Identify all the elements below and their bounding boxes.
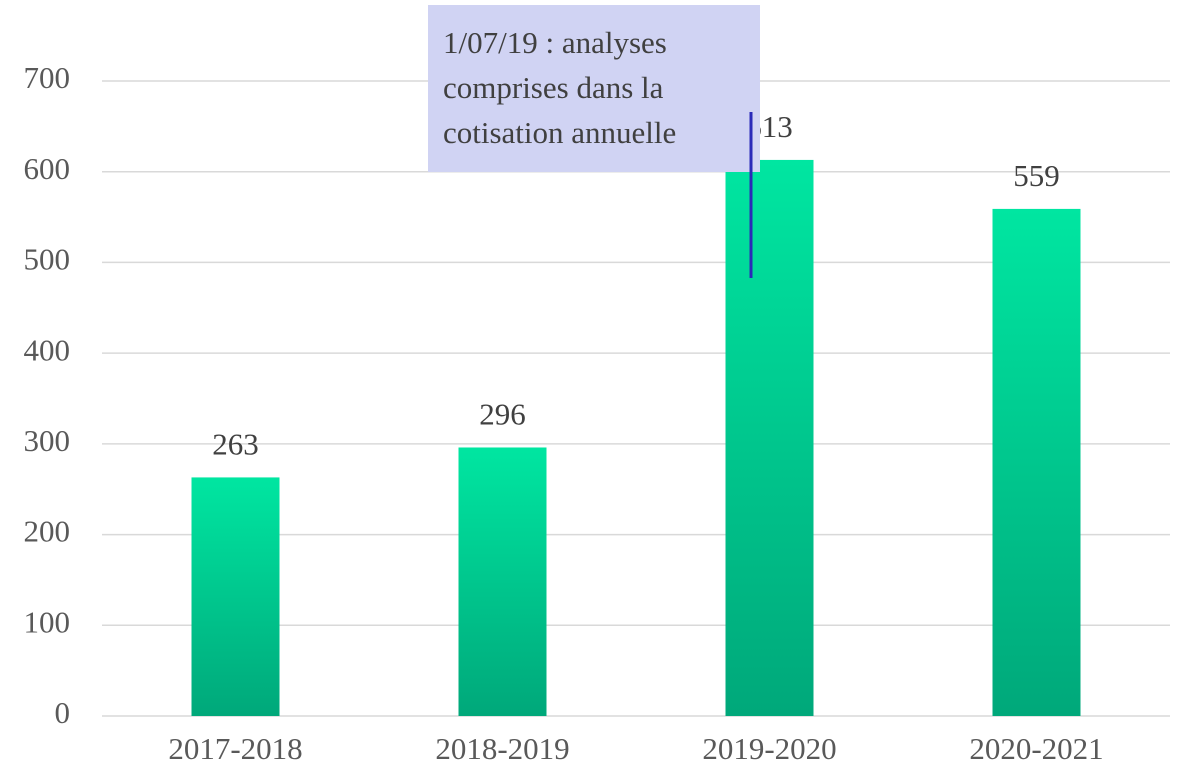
y-tick-label: 300: [24, 423, 71, 458]
y-tick-label: 100: [24, 604, 71, 639]
bar: [191, 477, 280, 716]
bar: [458, 447, 547, 716]
x-tick-label: 2019-2020: [702, 731, 836, 766]
bars: 2017-20182632018-20192962019-20206132020…: [168, 109, 1103, 766]
x-tick-label: 2017-2018: [168, 731, 302, 766]
y-tick-label: 0: [55, 695, 71, 730]
y-tick-label: 600: [24, 151, 71, 186]
annotation-text: cotisation annuelle: [443, 115, 676, 150]
annotation-box: [428, 5, 760, 172]
bar: [725, 159, 814, 716]
x-tick-label: 2018-2019: [435, 731, 569, 766]
x-tick-label: 2020-2021: [969, 731, 1103, 766]
bar: [992, 208, 1081, 716]
data-label: 263: [212, 427, 259, 462]
data-label: 296: [479, 397, 526, 432]
annotation-text: 1/07/19 : analyses: [443, 25, 667, 60]
annotation: 1/07/19 : analyses comprises dans la cotis…: [443, 25, 676, 150]
y-tick-label: 500: [24, 242, 71, 277]
y-tick-label: 400: [24, 332, 71, 367]
y-tick-label: 200: [24, 514, 71, 549]
data-label: 559: [1013, 158, 1060, 193]
y-tick-label: 700: [24, 60, 71, 95]
annotation-text: comprises dans la: [443, 70, 664, 105]
